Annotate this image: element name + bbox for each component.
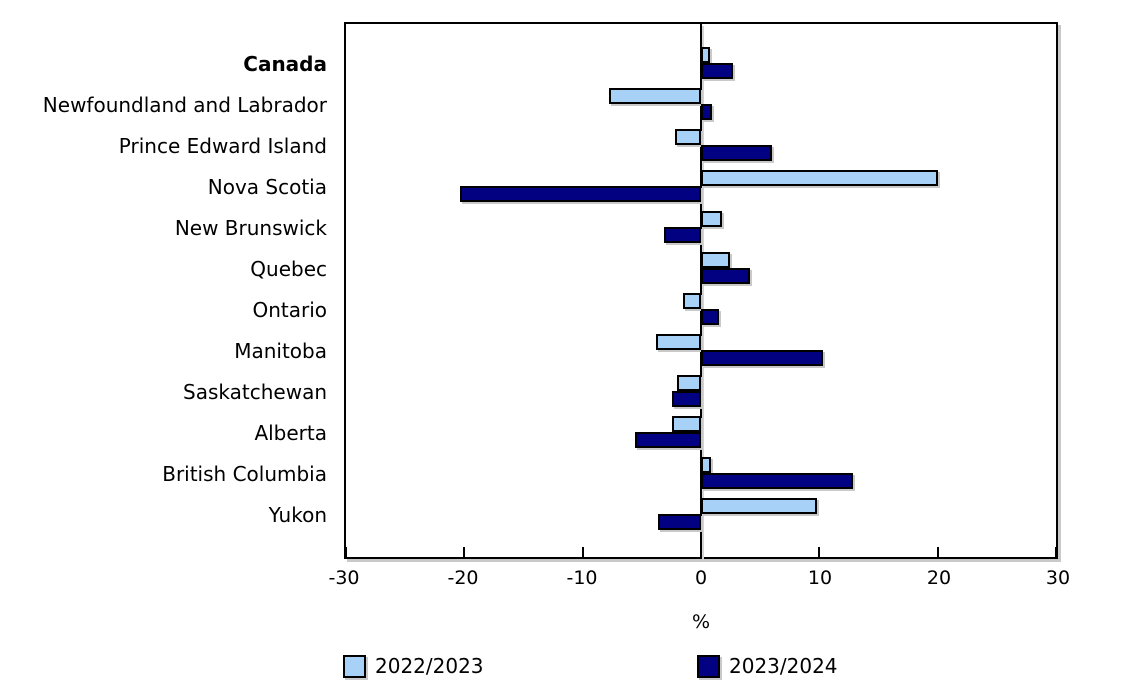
bar-2023-2024-ontario [701, 309, 720, 325]
x-tick-label-20: 20 [926, 567, 952, 589]
bar-row-manitoba [346, 334, 1056, 367]
category-label-prince-edward-island: Prince Edward Island [118, 133, 327, 158]
x-tick-mark--30 [345, 547, 347, 557]
x-tick-mark--20 [463, 547, 466, 557]
bar-row-alberta [346, 416, 1056, 449]
bar-2023-2024-british-columbia [701, 473, 853, 489]
bar-2022-2023-british-columbia [701, 457, 711, 473]
bar-2022-2023-quebec [701, 252, 730, 268]
legend-swatch-2023-2024 [697, 654, 720, 678]
bar-row-quebec [346, 252, 1056, 285]
legend-item-2023-2024: 2023/2024 [697, 654, 838, 678]
category-label-new-brunswick: New Brunswick [174, 215, 327, 240]
legend-item-2022-2023: 2022/2023 [343, 654, 484, 678]
category-label-nova-scotia: Nova Scotia [207, 174, 327, 199]
bar-row-prince-edward-island [346, 129, 1056, 162]
bar-row-canada [346, 47, 1056, 80]
x-tick-label-0: 0 [694, 567, 708, 589]
bar-2022-2023-prince-edward-island [674, 129, 701, 145]
bar-2022-2023-ontario [682, 293, 701, 309]
bar-row-nova-scotia [346, 170, 1056, 203]
bar-2022-2023-newfoundland-and-labrador [609, 88, 701, 104]
bar-2023-2024-yukon [657, 514, 701, 530]
bar-2023-2024-alberta [635, 432, 701, 448]
x-tick-label--10: -10 [566, 567, 598, 589]
bar-2023-2024-quebec [701, 268, 750, 284]
category-label-canada: Canada [243, 51, 327, 76]
bar-row-saskatchewan [346, 375, 1056, 408]
x-tick-mark--10 [581, 547, 584, 557]
bar-2022-2023-saskatchewan [676, 375, 701, 391]
bar-row-british-columbia [346, 457, 1056, 490]
category-labels: Canada Newfoundland and Labrador Prince Ed… [0, 22, 327, 559]
category-label-manitoba: Manitoba [234, 338, 327, 363]
zero-axis-line [700, 24, 702, 557]
bar-2023-2024-prince-edward-island [701, 145, 773, 161]
plot-area [344, 22, 1058, 559]
bar-row-ontario [346, 293, 1056, 326]
bar-2022-2023-yukon [701, 498, 818, 514]
category-label-ontario: Ontario [252, 297, 327, 322]
category-label-newfoundland-and-labrador: Newfoundland and Labrador [42, 92, 327, 117]
legend-swatch-2022-2023 [343, 654, 366, 678]
bar-2023-2024-canada [701, 63, 734, 79]
x-tick-mark-30 [1055, 547, 1057, 557]
bar-2022-2023-nova-scotia [701, 170, 939, 186]
bar-2022-2023-new-brunswick [701, 211, 722, 227]
x-tick-mark-0 [700, 547, 702, 557]
category-label-quebec: Quebec [250, 256, 327, 281]
x-axis-unit-label: % [691, 611, 711, 633]
x-tick-labels: -30 -20 -10 0 10 20 30 [328, 567, 1070, 593]
category-label-yukon: Yukon [268, 502, 327, 527]
category-label-saskatchewan: Saskatchewan [183, 379, 327, 404]
bar-row-newfoundland-and-labrador [346, 88, 1056, 121]
bar-2023-2024-saskatchewan [672, 391, 701, 407]
bar-row-yukon [346, 498, 1056, 531]
x-tick-mark-10 [818, 547, 821, 557]
legend: 2022/2023 2023/2024 [0, 654, 1137, 686]
x-tick-label--20: -20 [447, 567, 479, 589]
bar-2023-2024-manitoba [701, 350, 824, 366]
x-tick-label--30: -30 [328, 567, 360, 589]
bar-2023-2024-new-brunswick [663, 227, 701, 243]
x-tick-label-30: 30 [1045, 567, 1071, 589]
bar-2023-2024-nova-scotia [460, 186, 701, 202]
x-tick-mark-20 [936, 547, 939, 557]
bar-2023-2024-newfoundland-and-labrador [701, 104, 713, 120]
x-tick-label-10: 10 [807, 567, 833, 589]
category-label-alberta: Alberta [254, 420, 327, 445]
bar-rows [346, 24, 1056, 557]
legend-label-2023-2024: 2023/2024 [729, 654, 838, 678]
bar-row-new-brunswick [346, 211, 1056, 244]
bar-2022-2023-canada [701, 47, 710, 63]
bar-2022-2023-manitoba [655, 334, 701, 350]
bar-2022-2023-alberta [672, 416, 701, 432]
category-label-british-columbia: British Columbia [162, 461, 327, 486]
legend-label-2022-2023: 2022/2023 [375, 654, 484, 678]
